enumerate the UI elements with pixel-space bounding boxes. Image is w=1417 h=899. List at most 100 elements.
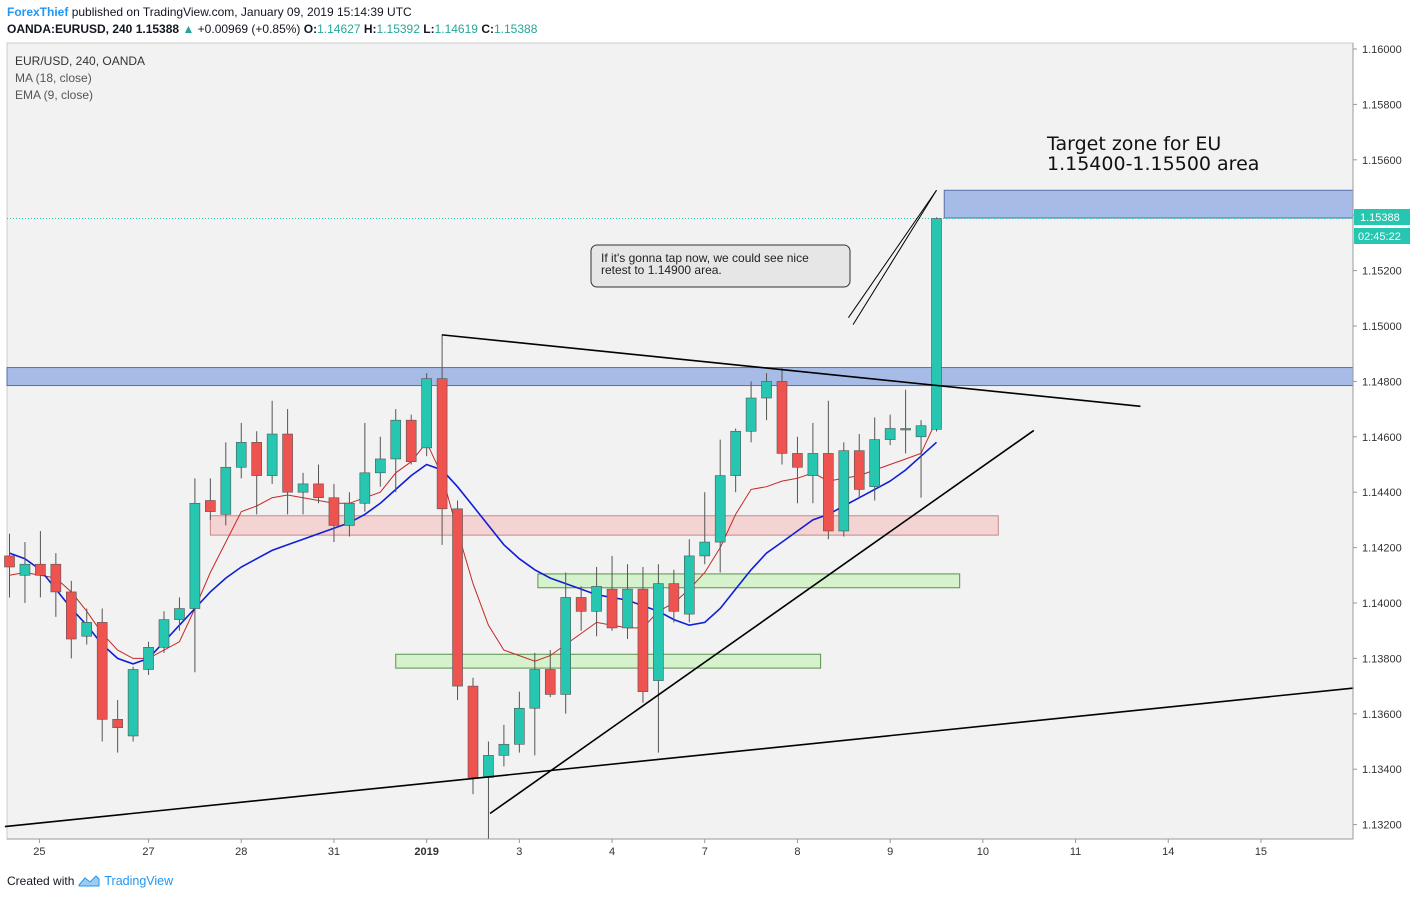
candle [776,367,788,465]
candle-body [622,588,633,629]
candle [544,650,556,698]
current-price-text: 1.15388 [1360,212,1400,224]
trendlines-layer [4,189,1354,828]
trendline-callout-pointer [848,189,937,318]
candle [838,442,850,537]
time-tick-label: 3 [516,846,522,858]
countdown-text: 02:45:22 [1358,231,1401,243]
candle [730,428,741,493]
candle-body [174,608,185,620]
symbol-name: OANDA:EURUSD, 240 [7,22,133,36]
price-tick-label: 1.14800 [1362,376,1402,388]
candle-body [112,719,123,728]
candle [452,500,463,700]
candle-body [606,588,618,629]
candle [931,217,942,432]
candle [251,431,262,515]
candle [575,586,587,631]
callout-text-1: If it's gonna tap now, we could see nice [601,251,809,265]
candle [467,677,479,795]
time-axis[interactable]: 25 27 28 31 2019 3 4 7 8 9 10 11 14 15 [7,838,1353,858]
candle [127,666,139,742]
candle [622,564,633,640]
author-name[interactable]: ForexThief [7,5,69,19]
candle-body [235,442,247,468]
candle-body [19,563,31,576]
candle-body [344,502,355,526]
plot-background[interactable] [6,42,1354,840]
candle-body [390,419,402,460]
candle-body [452,508,463,687]
candle [653,564,664,753]
candle-body [544,669,556,695]
legend-title: EUR/USD, 240, OANDA [15,54,145,68]
legend-ema[interactable]: EMA (9, close) [15,88,93,102]
price-axis[interactable]: 1.160001.158001.156001.154001.152001.150… [1352,43,1402,839]
candle-body [158,619,170,648]
zone-support-green-1 [537,573,961,589]
candle [220,442,232,526]
candle [591,566,602,637]
price-tick-label: 1.15200 [1362,266,1402,278]
candle [514,691,525,753]
candle-body [807,453,819,476]
candle [436,334,448,545]
candle-body [838,450,850,532]
time-tick-label: 4 [609,846,615,858]
price-tick-label: 1.15600 [1362,155,1402,167]
indicator-legend: EUR/USD, 240, OANDA MA (18, close) EMA (… [15,54,145,102]
candle [900,389,911,454]
candles-layer [4,217,942,839]
candle-body [359,472,371,504]
candle [421,373,432,457]
time-tick-label: 9 [887,846,893,858]
candle [313,464,324,504]
price-tick-label: 1.14400 [1362,487,1402,499]
tradingview-logo-icon [78,875,100,887]
candle [807,422,819,504]
zone-support-red [209,515,999,536]
candle [328,483,340,543]
candle-body [421,378,432,449]
tradingview-link[interactable]: TradingView [104,874,174,888]
candle-body [591,586,602,612]
candle [606,555,618,631]
candle-body [529,669,541,709]
candle [143,641,154,676]
target-text-2: 1.15400-1.15500 area [1047,153,1259,175]
candle-body [714,475,726,543]
price-tick-label: 1.13400 [1362,764,1402,776]
legend-ma[interactable]: MA (18, close) [15,71,92,85]
price-tick-label: 1.15000 [1362,321,1402,333]
candle-body [143,647,154,670]
candle-body [900,428,911,431]
candle [344,492,355,537]
zone-support-green-2 [395,653,822,669]
callout-text-2: retest to 1.14900 area. [601,263,722,277]
candle-body [436,378,448,510]
price-tick-label: 1.13600 [1362,709,1402,721]
trendline-descending-resistance [442,334,1141,408]
footer: Created with TradingView [7,874,173,888]
time-tick-label: 31 [328,846,340,858]
candle [174,597,185,631]
target-text-1: Target zone for EU [1046,133,1221,155]
price-tick-label: 1.14000 [1362,598,1402,610]
candle-body [683,555,695,615]
candle [96,608,108,742]
last-price: 1.15388 [135,22,180,36]
candle [745,381,757,443]
price-change: +0.00969 (+0.85%) [197,22,301,36]
candle-body [761,381,772,399]
candle [683,539,695,623]
candle-body [96,622,108,720]
candle [869,417,881,501]
candle-body [282,433,293,493]
candle-body [776,381,788,454]
candle-body [66,591,77,640]
candle [4,533,15,598]
time-tick-label: 7 [702,846,708,858]
candle-body [884,428,896,440]
time-tick-label: 25 [33,846,45,858]
